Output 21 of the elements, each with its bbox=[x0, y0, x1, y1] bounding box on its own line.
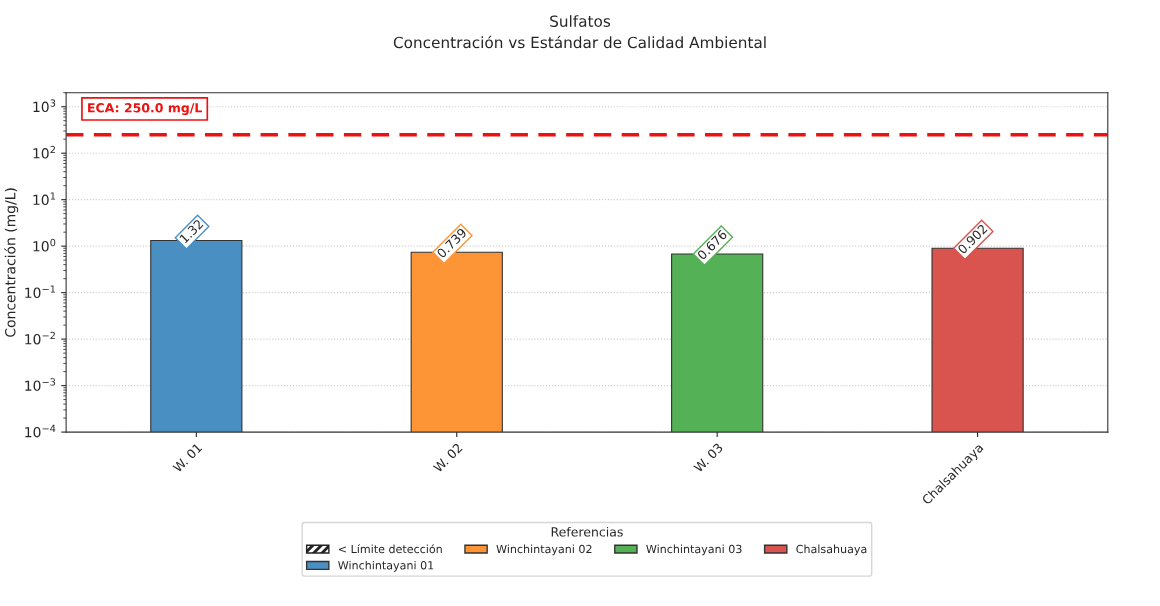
x-tick-label: W. 02 bbox=[432, 442, 463, 473]
y-tick-label: 10$^{1}$ bbox=[33, 192, 56, 206]
legend-label: Winchintayani 03 bbox=[646, 544, 742, 556]
legend-title: Referencias bbox=[551, 526, 623, 537]
y-tick-label: 10$^{−4}$ bbox=[25, 424, 56, 438]
y-tick-label: 10$^{−3}$ bbox=[25, 378, 56, 391]
y-tick-label: 10$^{−1}$ bbox=[25, 285, 55, 299]
chart-title: Sulfatos bbox=[550, 15, 611, 27]
y-tick-label: 10$^{3}$ bbox=[33, 99, 56, 113]
legend-label: Winchintayani 01 bbox=[338, 560, 434, 572]
chart-subtitle: Concentración vs Estándar de Calidad Ambiental bbox=[393, 35, 766, 49]
y-axis-title: Concentración (mg/L) bbox=[4, 188, 19, 337]
legend-label: < Límite detección bbox=[338, 544, 442, 554]
x-tick-label: W. 03 bbox=[693, 442, 724, 473]
y-tick-label: 10$^{2}$ bbox=[33, 145, 55, 159]
y-tick-label: 10$^{−2}$ bbox=[25, 331, 55, 345]
legend-label: Chalsahuaya bbox=[796, 544, 867, 556]
ref-line-label: ECA: 250.0 mg/L bbox=[88, 103, 202, 115]
y-tick-label: 10$^{0}$ bbox=[33, 238, 56, 252]
legend-label: Winchintayani 02 bbox=[496, 544, 592, 556]
x-tick-label: W. 01 bbox=[172, 442, 203, 473]
